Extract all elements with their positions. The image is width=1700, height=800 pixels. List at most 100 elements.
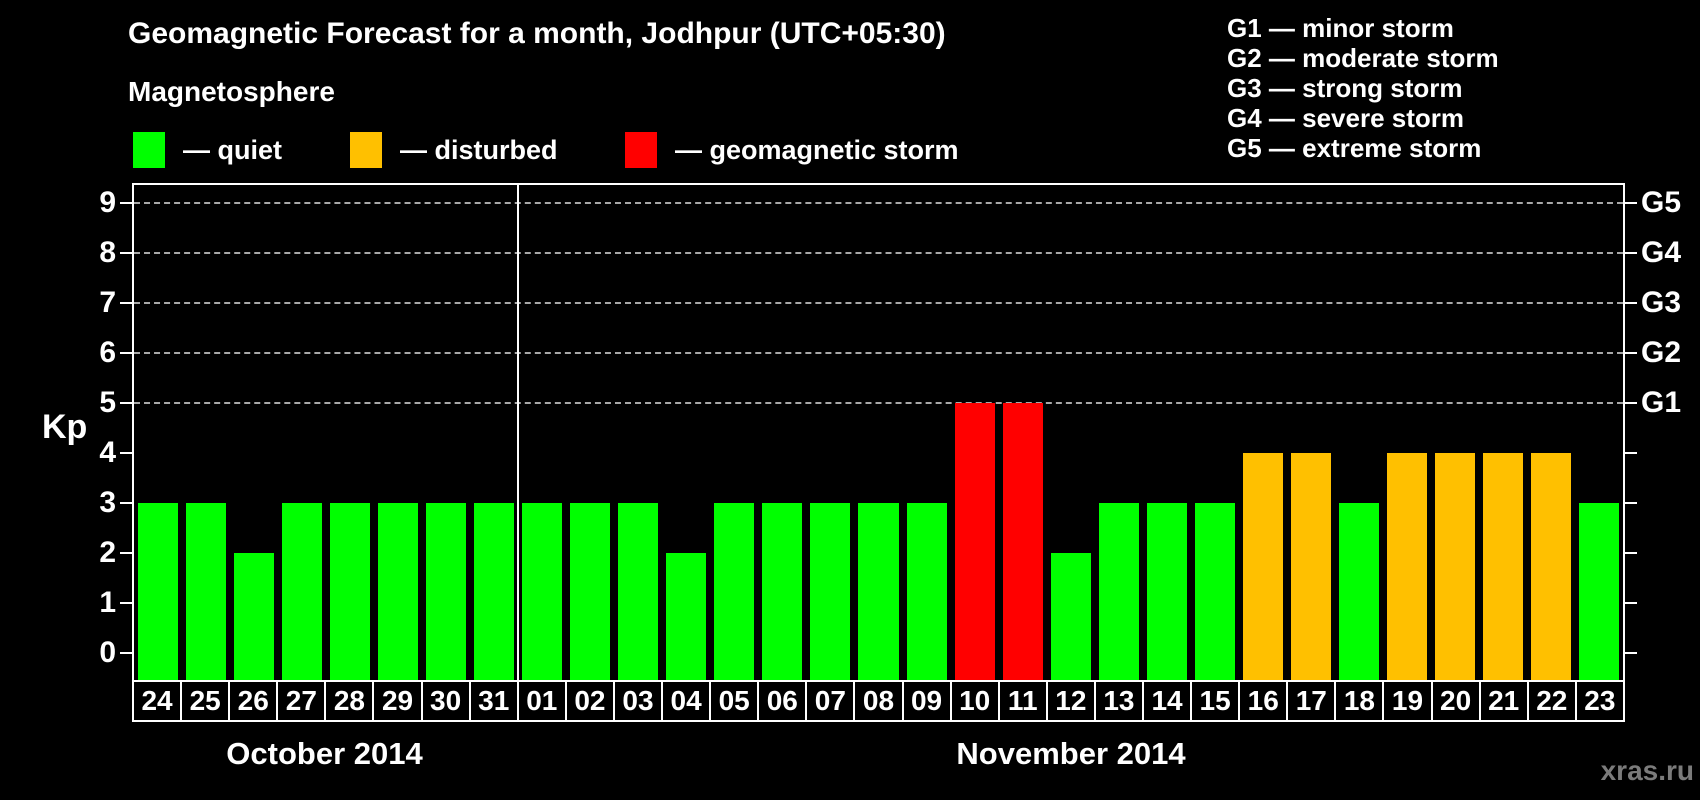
kp-bar-day-03 xyxy=(618,503,659,680)
day-cell-09: 09 xyxy=(901,680,952,722)
gridline-kp6 xyxy=(134,352,1623,354)
y-tick-label-3: 3 xyxy=(99,486,116,519)
g2-legend-line: G2 — moderate storm xyxy=(1227,43,1499,73)
right-tick-1 xyxy=(1625,602,1637,604)
quiet-color-swatch xyxy=(133,132,165,168)
legend-item-label: — quiet xyxy=(183,134,282,165)
kp-bar-day-21 xyxy=(1482,453,1523,680)
gridline-kp5 xyxy=(134,402,1623,404)
right-axis-label-G4: G4 xyxy=(1641,236,1682,269)
right-tick-2 xyxy=(1625,552,1637,554)
page-title: Geomagnetic Forecast for a month, Jodhpu… xyxy=(128,17,946,50)
kp-bar-day-25 xyxy=(186,503,227,680)
month-label-november: November 2014 xyxy=(956,736,1186,771)
kp-bar-day-20 xyxy=(1434,453,1475,680)
right-tick-3 xyxy=(1625,502,1637,504)
legend-item-label: — geomagnetic storm xyxy=(675,134,959,165)
right-tick-6 xyxy=(1625,352,1637,354)
day-cell-04: 04 xyxy=(661,680,712,722)
y-tick-label-9: 9 xyxy=(99,186,116,219)
kp-bar-day-31 xyxy=(474,503,515,680)
kp-bar-day-01 xyxy=(522,503,563,680)
gridline-kp9 xyxy=(134,202,1623,204)
day-cell-20: 20 xyxy=(1430,680,1481,722)
right-axis-label-G1: G1 xyxy=(1641,386,1682,419)
disturbed-color-swatch xyxy=(350,132,382,168)
day-cell-16: 16 xyxy=(1238,680,1289,722)
day-cell-30: 30 xyxy=(420,680,471,722)
kp-bar-day-10 xyxy=(954,403,995,680)
right-tick-7 xyxy=(1625,302,1637,304)
plot-area: 0 1 2 3 4 5 6 7 8 9 G1 G2 G3 G4 G5 xyxy=(99,183,1681,680)
left-tick-2 xyxy=(120,552,132,554)
day-cell-02: 02 xyxy=(564,680,615,722)
kp-bar-day-17 xyxy=(1290,453,1331,680)
day-cell-27: 27 xyxy=(276,680,327,722)
right-tick-8 xyxy=(1625,252,1637,254)
legend-item-label: — disturbed xyxy=(400,134,558,165)
day-cell-12: 12 xyxy=(1045,680,1096,722)
kp-bar-day-23 xyxy=(1578,503,1619,680)
day-cell-31: 31 xyxy=(468,680,519,722)
day-cell-24: 24 xyxy=(132,680,183,722)
day-cell-08: 08 xyxy=(853,680,904,722)
right-axis-label-G5: G5 xyxy=(1641,186,1682,219)
kp-bar-day-22 xyxy=(1530,453,1571,680)
kp-bar-day-13 xyxy=(1098,503,1139,680)
day-cell-25: 25 xyxy=(180,680,231,722)
y-axis-title: Kp xyxy=(42,408,88,446)
kp-bar-day-12 xyxy=(1050,553,1091,680)
y-tick-label-4: 4 xyxy=(99,436,116,469)
kp-bar-day-04 xyxy=(666,553,707,680)
left-tick-8 xyxy=(120,252,132,254)
right-axis-label-G3: G3 xyxy=(1641,286,1682,319)
kp-bar-day-28 xyxy=(330,503,371,680)
left-tick-4 xyxy=(120,452,132,454)
g3-legend-line: G3 — strong storm xyxy=(1227,73,1463,103)
day-cell-19: 19 xyxy=(1382,680,1433,722)
gridline-kp7 xyxy=(134,302,1623,304)
y-tick-label-6: 6 xyxy=(99,336,116,369)
day-cell-06: 06 xyxy=(757,680,808,722)
legend-item-quiet: — quiet xyxy=(133,132,282,168)
kp-bar-day-15 xyxy=(1194,503,1235,680)
day-cell-28: 28 xyxy=(324,680,375,722)
left-tick-3 xyxy=(120,502,132,504)
day-cell-05: 05 xyxy=(709,680,760,722)
legend-item-disturbed: — disturbed xyxy=(350,132,558,168)
g-scale-legend: G1 — minor storm G2 — moderate storm G3 … xyxy=(1227,13,1499,163)
kp-bar-day-16 xyxy=(1242,453,1283,680)
kp-bar-day-24 xyxy=(138,503,179,680)
legend-item-storm: — geomagnetic storm xyxy=(625,132,959,168)
kp-bar-day-26 xyxy=(234,553,275,680)
day-cell-03: 03 xyxy=(612,680,664,722)
day-cell-29: 29 xyxy=(372,680,423,722)
y-tick-label-0: 0 xyxy=(99,636,116,669)
day-cell-21: 21 xyxy=(1478,680,1529,722)
kp-bar-day-27 xyxy=(282,503,323,680)
y-tick-label-7: 7 xyxy=(99,286,116,319)
x-axis-day-row: 24 25 26 27 28 29 30 31 01 02 03 04 05 06 07 08 09 10 11 12… xyxy=(132,680,1625,722)
kp-bar-day-18 xyxy=(1338,503,1379,680)
g5-legend-line: G5 — extreme storm xyxy=(1227,133,1482,163)
day-cell-18: 18 xyxy=(1334,680,1385,722)
day-cell-07: 07 xyxy=(805,680,856,722)
storm-color-swatch xyxy=(625,132,657,168)
left-tick-5 xyxy=(120,402,132,404)
day-cell-11: 11 xyxy=(997,680,1048,722)
right-tick-0 xyxy=(1625,652,1637,654)
y-tick-label-5: 5 xyxy=(99,386,116,419)
right-axis-label-G2: G2 xyxy=(1641,336,1682,369)
g1-legend-line: G1 — minor storm xyxy=(1227,13,1454,43)
left-tick-0 xyxy=(120,652,132,654)
g4-legend-line: G4 — severe storm xyxy=(1227,103,1465,133)
day-cell-10: 10 xyxy=(949,680,1000,722)
day-cell-01: 01 xyxy=(516,680,567,722)
left-tick-6 xyxy=(120,352,132,354)
month-label-october: October 2014 xyxy=(226,736,423,771)
right-tick-9 xyxy=(1625,202,1637,204)
day-cell-15: 15 xyxy=(1190,680,1241,722)
kp-bar-day-06 xyxy=(762,503,803,680)
right-tick-4 xyxy=(1625,452,1637,454)
